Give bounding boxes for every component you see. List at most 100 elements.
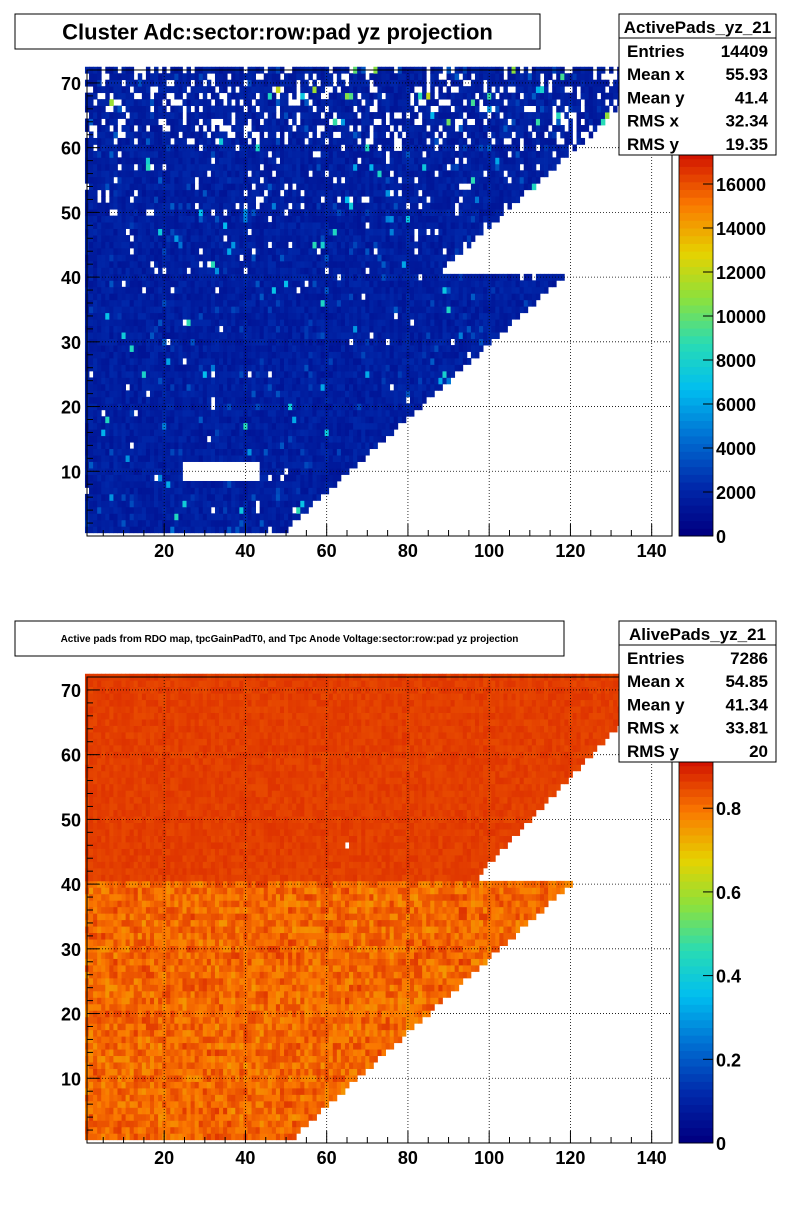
heatmap-cell (288, 422, 293, 430)
heatmap-cell (308, 222, 313, 229)
heatmap-cell (328, 235, 334, 242)
heatmap-cell (178, 455, 183, 462)
heatmap-cell (393, 176, 399, 184)
heatmap-cell (219, 163, 224, 171)
heatmap-cell (275, 468, 281, 475)
heatmap-cell (393, 163, 399, 171)
heatmap-cell (154, 280, 159, 288)
heatmap-cell (288, 273, 293, 281)
heatmap-cell (328, 196, 334, 204)
heatmap-cell (312, 364, 317, 372)
heatmap-cell (145, 260, 151, 268)
heatmap-cell (271, 390, 277, 398)
heatmap-cell (304, 416, 309, 424)
heatmap-cell (284, 345, 289, 352)
heatmap-cell (271, 370, 277, 378)
heatmap-cell (158, 377, 163, 385)
heatmap-cell (458, 202, 464, 210)
heatmap-cell (219, 377, 224, 385)
heatmap-cell (434, 351, 439, 359)
heatmap-cell (324, 416, 330, 424)
heatmap-cell (353, 280, 358, 288)
heatmap-cell (470, 183, 476, 191)
heatmap-cell (373, 377, 378, 385)
heatmap-cell (275, 267, 281, 275)
heatmap-cell (235, 409, 240, 417)
heatmap-cell (483, 183, 488, 191)
heatmap-cell (344, 325, 350, 333)
heatmap-cell (369, 312, 374, 320)
heatmap-cell (491, 299, 496, 307)
heatmap-cell (117, 390, 122, 398)
heatmap-cell (397, 183, 403, 191)
heatmap-cell (446, 157, 451, 165)
heatmap-cell (89, 487, 94, 495)
heatmap-cell (121, 409, 126, 417)
heatmap-cell (373, 345, 378, 352)
heatmap-cell (503, 273, 508, 281)
heatmap-cell (438, 383, 443, 391)
heatmap-cell (393, 338, 399, 346)
heatmap-cell (231, 526, 236, 534)
heatmap-cell (154, 396, 159, 404)
heatmap-cell (145, 448, 151, 456)
heatmap-cell (121, 390, 126, 398)
heatmap-cell (279, 493, 285, 501)
heatmap-cell (105, 455, 110, 462)
heatmap-cell (300, 338, 305, 346)
heatmap-cell (365, 299, 370, 307)
heatmap-cell (109, 170, 114, 178)
heatmap-cell (154, 299, 159, 307)
heatmap-cell (219, 526, 224, 534)
heatmap-cell (89, 293, 94, 301)
heatmap-cell (284, 157, 289, 165)
heatmap-cell (422, 241, 427, 249)
heatmap-cell (300, 500, 305, 508)
heatmap-cell (137, 319, 143, 327)
heatmap-cell (251, 455, 256, 462)
heatmap-cell (450, 364, 456, 372)
heatmap-cell (263, 254, 269, 262)
heatmap-cell (304, 157, 309, 165)
heatmap-cell (385, 189, 391, 197)
heatmap-cell (320, 293, 326, 301)
heatmap-cell (129, 519, 135, 527)
heatmap-cell (227, 448, 232, 456)
heatmap-cell (312, 176, 317, 184)
heatmap-cell (344, 260, 350, 268)
heatmap-cell (202, 442, 208, 450)
heatmap-cell (279, 202, 285, 210)
heatmap-cell (288, 364, 293, 372)
heatmap-cell (340, 286, 346, 294)
heatmap-cell (292, 170, 297, 178)
heatmap-cell (162, 500, 167, 508)
heatmap-cell (393, 351, 399, 359)
heatmap-cell (202, 222, 208, 229)
heatmap-cell (97, 358, 102, 365)
heatmap-cell (340, 442, 346, 450)
heatmap-cell (178, 493, 183, 501)
heatmap-cell (255, 319, 261, 327)
heatmap-cell (284, 325, 289, 333)
heatmap-cell (365, 235, 370, 242)
heatmap-cell (275, 196, 281, 204)
heatmap-cell (214, 455, 220, 462)
heatmap-cell (97, 519, 102, 527)
heatmap-cell (251, 228, 256, 236)
heatmap-cell (113, 222, 118, 229)
heatmap-cell (316, 163, 321, 171)
heatmap-cell (271, 377, 277, 385)
heatmap-cell (275, 280, 281, 288)
heatmap-cell (284, 416, 289, 424)
heatmap-cell (117, 474, 122, 482)
heatmap-cell (365, 351, 370, 359)
heatmap-cell (288, 461, 293, 469)
heatmap-cell (316, 260, 321, 268)
heatmap-cell (389, 325, 395, 333)
heatmap-cell (141, 306, 147, 314)
heatmap-cell (336, 448, 342, 456)
heatmap-cell (296, 358, 301, 365)
heatmap-cell (312, 170, 317, 178)
heatmap-cell (149, 247, 155, 255)
heatmap-cell (206, 500, 212, 508)
